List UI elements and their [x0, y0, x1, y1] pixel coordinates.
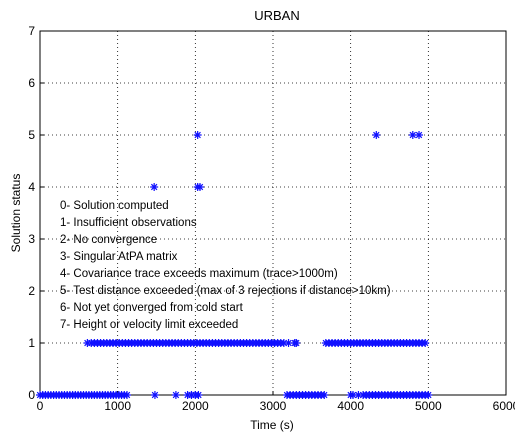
- data-point: [279, 339, 288, 347]
- annotation-7: 7- Height or velocity limit exceeded: [60, 319, 238, 331]
- y-tick-label: 6: [28, 76, 35, 90]
- data-point: [424, 391, 433, 399]
- data-point: [348, 391, 357, 399]
- annotation-5: 5- Test distance exceeded (max of 3 reje…: [60, 285, 391, 297]
- x-tick-label: 3000: [260, 399, 287, 413]
- x-tick-label: 4000: [337, 399, 364, 413]
- data-point: [193, 131, 202, 139]
- x-tick-label: 5000: [415, 399, 442, 413]
- y-tick-labels: 0 1 2 3 4 5 6 7: [28, 24, 44, 402]
- data-point: [415, 131, 424, 139]
- annotation-3: 3- Singular AtPA matrix: [60, 251, 178, 263]
- annotation-0: 0- Solution computed: [60, 200, 169, 212]
- data-point: [122, 391, 131, 399]
- annotation-1: 1- Insufficient observations: [60, 217, 197, 229]
- data-point: [354, 391, 363, 399]
- data-point: [372, 131, 381, 139]
- data-point: [421, 339, 430, 347]
- annotation-2: 2- No convergence: [60, 234, 157, 246]
- annotation-6: 6- Not yet converged from cold start: [60, 302, 244, 314]
- y-tick-label: 2: [28, 284, 35, 298]
- y-tick-label: 5: [28, 128, 35, 142]
- y-axis-label: Solution status: [9, 174, 23, 253]
- x-axis-label: Time (s): [250, 418, 294, 432]
- y-tick-label: 7: [28, 24, 35, 38]
- data-point: [171, 391, 180, 399]
- data-point: [408, 131, 417, 139]
- data-point: [150, 183, 159, 191]
- y-tick-label: 1: [28, 336, 35, 350]
- annotation-4: 4- Covariance trace exceeds maximum (tra…: [60, 268, 338, 280]
- data-point: [320, 391, 329, 399]
- x-tick-label: 1000: [104, 399, 131, 413]
- x-tick-label: 0: [37, 399, 44, 413]
- y-tick-label: 3: [28, 232, 35, 246]
- data-points: [36, 131, 433, 399]
- data-point: [150, 391, 159, 399]
- y-tick-label: 4: [28, 180, 35, 194]
- x-tick-label: 2000: [182, 399, 209, 413]
- chart-title: URBAN: [254, 8, 300, 23]
- data-point: [284, 339, 293, 347]
- y-tick-label: 0: [28, 388, 35, 402]
- data-point: [292, 339, 301, 347]
- data-point: [195, 183, 204, 191]
- data-point: [194, 391, 203, 399]
- status-legend-annotations: 0- Solution computed 1- Insufficient obs…: [60, 200, 391, 331]
